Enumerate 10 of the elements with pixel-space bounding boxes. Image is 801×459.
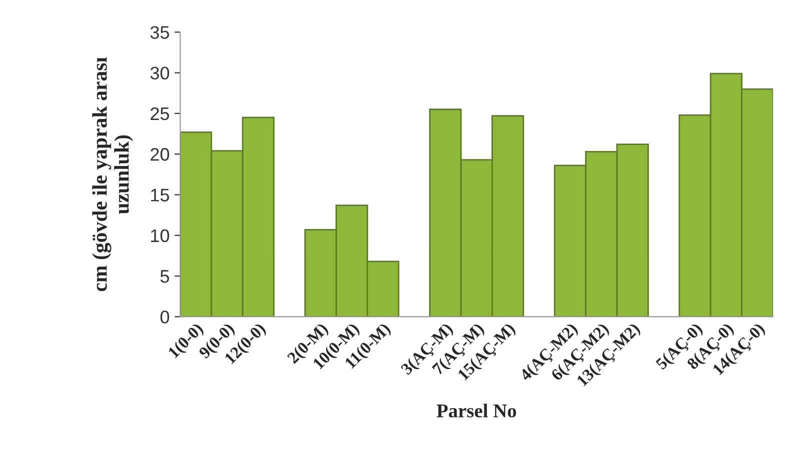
y-tick-label: 15 bbox=[151, 188, 170, 202]
y-tick-label: 5 bbox=[160, 270, 170, 283]
y-tick-label: 10 bbox=[151, 229, 170, 242]
y-tick-label: 20 bbox=[150, 148, 170, 161]
y-axis-title: cm (gövde ile yaprak arası uzunluk) bbox=[92, 57, 134, 292]
y-tick-label: 25 bbox=[150, 107, 170, 120]
x-axis-title: Parsel No bbox=[436, 404, 516, 418]
y-tick-label: 0 bbox=[160, 310, 170, 324]
y-tick-label: 30 bbox=[150, 66, 170, 80]
y-tick-label: 35 bbox=[150, 26, 170, 39]
